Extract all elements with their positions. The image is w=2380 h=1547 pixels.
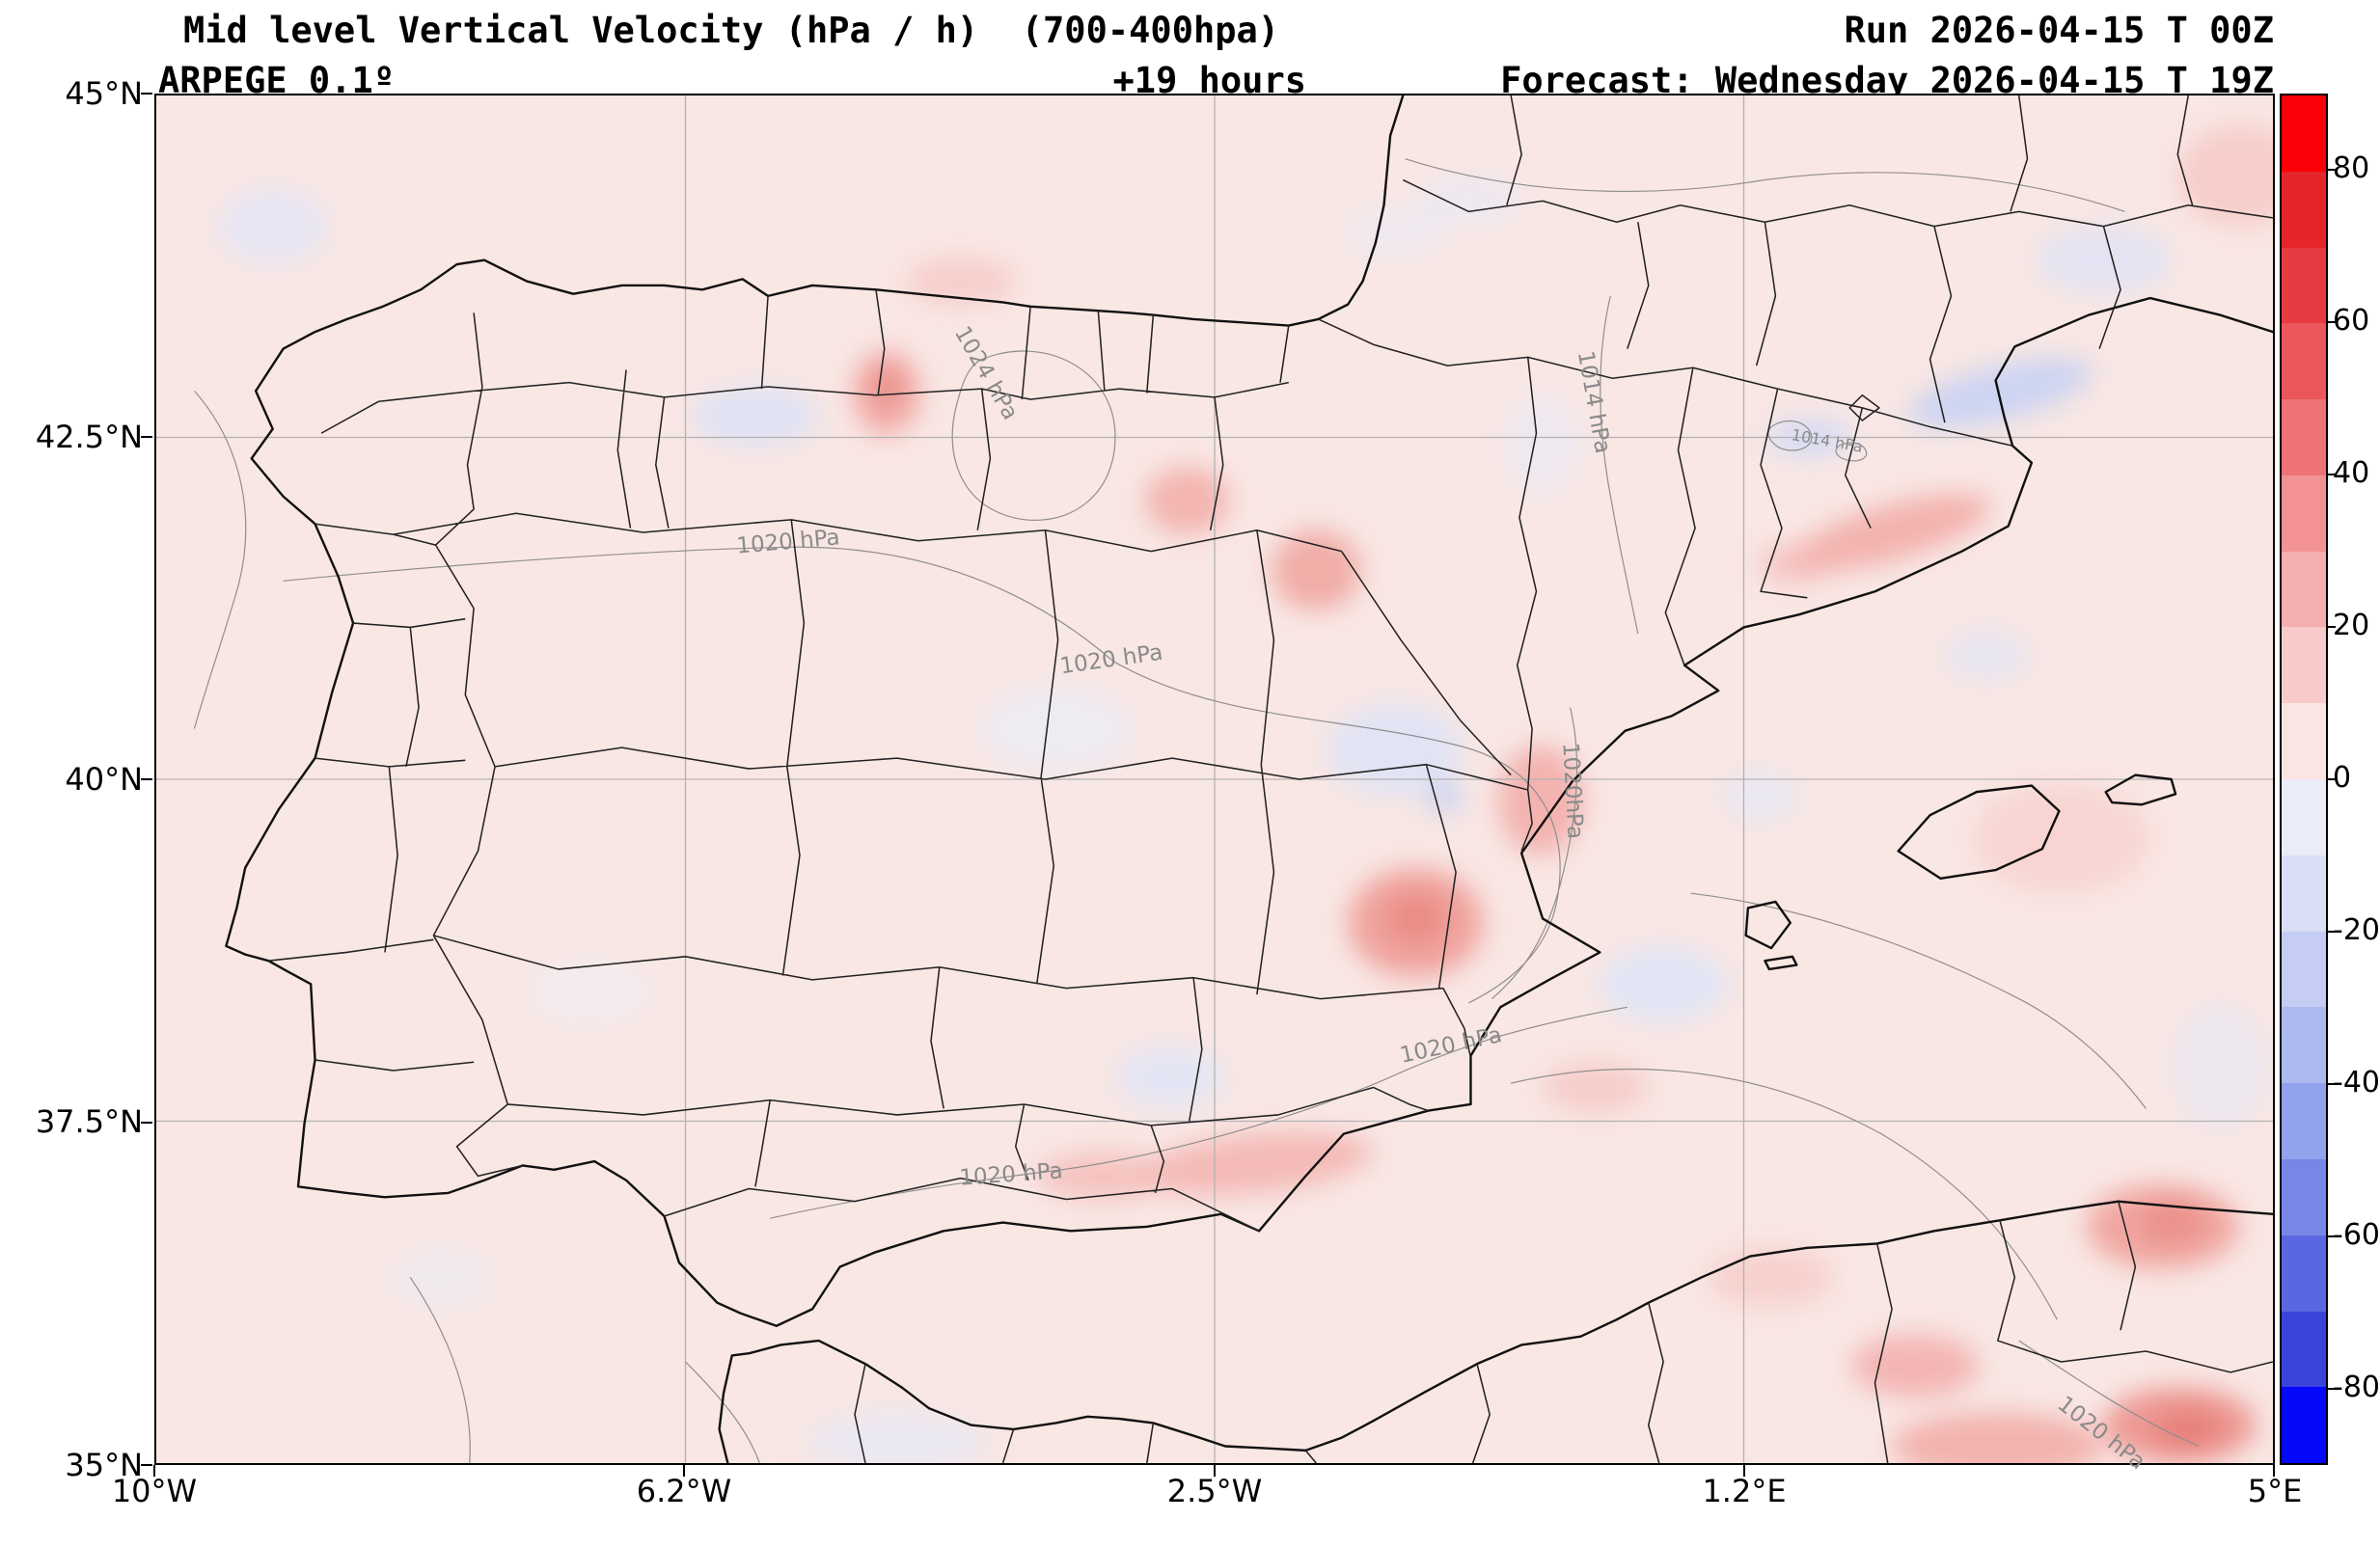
colorbar-segment (2282, 171, 2326, 248)
colorbar-tick-label: -40 (2333, 1066, 2380, 1099)
contour-label: 1020hPa (1557, 742, 1588, 840)
colorbar-tick-label: 40 (2333, 456, 2370, 490)
y-tick-label: 45°N (65, 75, 143, 112)
admin-borders (268, 95, 2273, 1463)
colorbar-tick-label: -80 (2333, 1371, 2380, 1404)
y-tick-label: 42.5°N (35, 419, 143, 455)
colorbar-tick (2326, 474, 2336, 475)
y-axis-tick (141, 778, 152, 780)
colorbar-tick-label: 80 (2333, 151, 2370, 185)
colorbar-tick (2326, 1083, 2336, 1085)
x-tick-label: 5°E (2247, 1473, 2303, 1509)
run-label: Run 2026-04-15 T 00Z (1844, 10, 2274, 51)
x-axis-tick (683, 1465, 685, 1477)
x-axis-tick (1214, 1465, 1216, 1477)
colorbar-segment (2282, 1158, 2326, 1235)
colorbar-segment (2282, 855, 2326, 932)
latlon-grid (156, 95, 2273, 1463)
colorbar-tick-label: -20 (2333, 913, 2380, 947)
colorbar-segment (2282, 627, 2326, 704)
colorbar-tick (2326, 626, 2336, 628)
colorbar-tick-label: -60 (2333, 1218, 2380, 1252)
colorbar-segment (2282, 475, 2326, 552)
pressure-contours (193, 158, 2200, 1463)
colorbar-segment (2282, 703, 2326, 780)
x-tick-label: 2.5°W (1166, 1473, 1263, 1509)
colorbar-segment (2282, 1387, 2326, 1464)
colorbar-tick-label: 20 (2333, 609, 2370, 642)
x-tick-label: 10°W (111, 1473, 198, 1509)
colorbar-segment (2282, 1083, 2326, 1159)
colorbar-tick-label: 60 (2333, 304, 2370, 338)
x-tick-label: 1.2°E (1702, 1473, 1787, 1509)
velocity-shading (217, 124, 2273, 1463)
colorbar-tick-label: 0 (2333, 761, 2352, 795)
colorbar-gradient (2280, 94, 2328, 1465)
x-axis-tick (1743, 1465, 1745, 1477)
y-axis-tick (141, 436, 152, 438)
map-canvas: 1024 hPa 1014 hPa 1020 hPa 1020 hPa 1020… (154, 94, 2275, 1475)
page-title: Mid level Vertical Velocity (hPa / h) (7… (183, 10, 1280, 51)
colorbar-segment (2282, 95, 2326, 172)
y-tick-label: 37.5°N (35, 1103, 143, 1140)
x-axis-tick (2273, 1465, 2275, 1477)
colorbar-segment (2282, 779, 2326, 855)
y-axis-tick (141, 93, 152, 95)
colorbar-segment (2282, 1311, 2326, 1388)
y-axis-tick (141, 1464, 152, 1466)
colorbar-tick (2326, 1235, 2336, 1237)
colorbar-segment (2282, 399, 2326, 475)
colorbar-tick (2326, 778, 2336, 780)
y-tick-label: 35°N (65, 1447, 143, 1483)
colorbar-tick (2326, 1388, 2336, 1390)
map-svg (156, 95, 2273, 1463)
colorbar-segment (2282, 551, 2326, 628)
colorbar-tick (2326, 931, 2336, 933)
colorbar-tick (2326, 321, 2336, 323)
colorbar-segment (2282, 1007, 2326, 1084)
y-axis-tick (141, 1122, 152, 1124)
colorbar-segment (2282, 247, 2326, 324)
colorbar-segment (2282, 1235, 2326, 1312)
colorbar-segment (2282, 323, 2326, 400)
colorbar-segment (2282, 931, 2326, 1008)
y-tick-label: 40°N (65, 761, 143, 798)
colorbar-tick (2326, 169, 2336, 171)
x-tick-label: 6.2°W (636, 1473, 732, 1509)
x-axis-tick (153, 1465, 155, 1477)
